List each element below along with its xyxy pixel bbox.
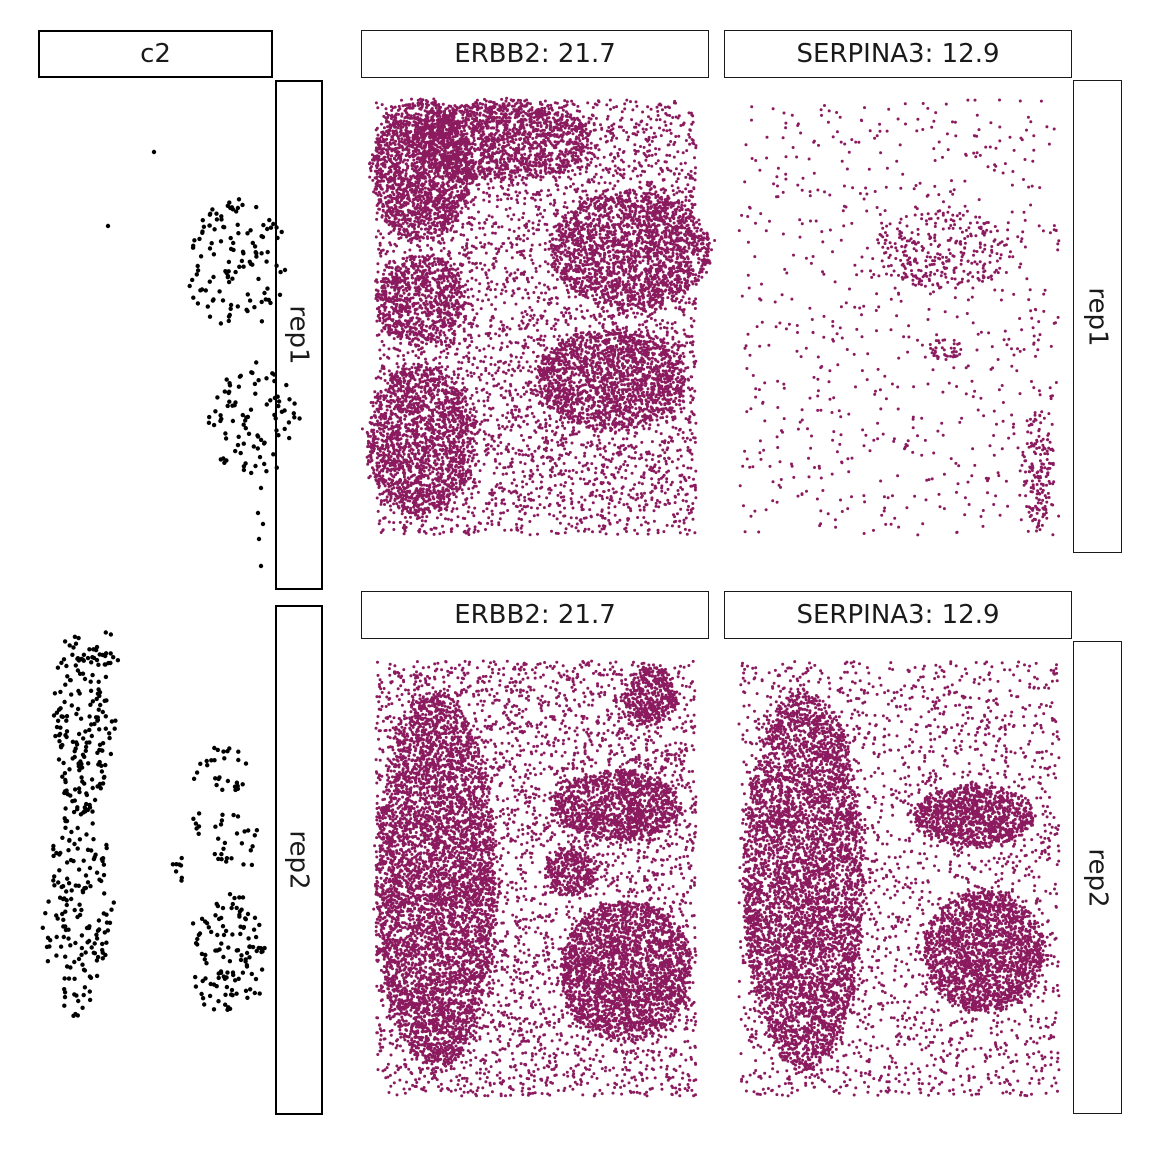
serpina3-header-rep2: SERPINA3: 12.9 bbox=[724, 591, 1072, 639]
erbb2-rep1-scatter bbox=[360, 96, 717, 537]
c2-rep1-scatter bbox=[105, 149, 302, 569]
points-layer bbox=[360, 96, 717, 537]
erbb2-header-rep2: ERBB2: 21.7 bbox=[361, 591, 709, 639]
erbb2-header-rep1: ERBB2: 21.7 bbox=[361, 30, 709, 78]
serpina3-rep2-scatter bbox=[737, 660, 1061, 1098]
serpina3-rep1-scatter bbox=[737, 98, 1061, 537]
points-layer bbox=[372, 659, 698, 1098]
c2-rep2-label: rep2 bbox=[275, 605, 323, 1115]
points-layer bbox=[737, 98, 1061, 537]
serpina3-header-rep1: SERPINA3: 12.9 bbox=[724, 30, 1072, 78]
c2-rep2-scatter bbox=[40, 630, 267, 1018]
scatter-points bbox=[40, 630, 267, 1018]
c2-rep1-label: rep1 bbox=[275, 80, 323, 590]
scatter-points bbox=[360, 96, 717, 537]
erbb2-rep2-scatter bbox=[372, 659, 698, 1098]
scatter-points bbox=[737, 98, 1061, 537]
points-layer bbox=[737, 660, 1061, 1098]
grid-rep1-label: rep1 bbox=[1073, 80, 1122, 553]
c2-header: c2 bbox=[38, 30, 273, 78]
points-layer bbox=[105, 149, 302, 569]
scatter-points bbox=[372, 659, 698, 1098]
scatter-points bbox=[105, 149, 302, 569]
points-layer bbox=[40, 630, 267, 1018]
grid-rep2-label: rep2 bbox=[1073, 641, 1122, 1114]
scatter-points bbox=[737, 660, 1061, 1098]
